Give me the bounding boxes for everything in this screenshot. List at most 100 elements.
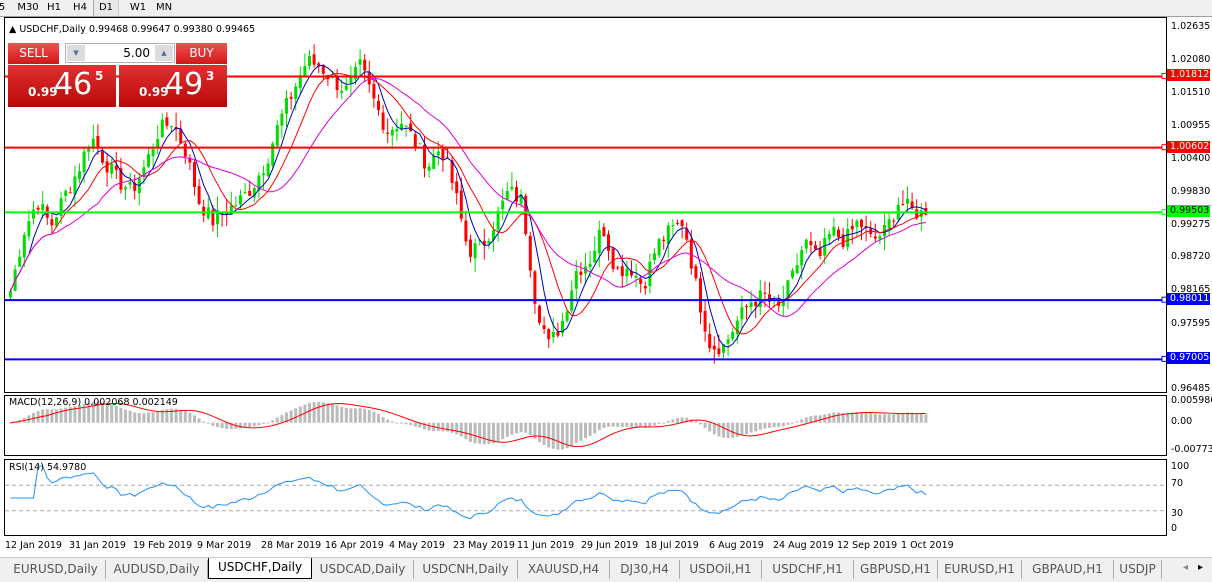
candle (630, 260, 633, 278)
macd-histogram-bar (179, 409, 183, 423)
volume-value[interactable]: 5.00 (123, 46, 150, 60)
macd-histogram-bar (666, 420, 670, 423)
macd-histogram-bar (570, 422, 574, 447)
candle (887, 212, 891, 236)
candle (653, 248, 656, 265)
macd-histogram-bar (561, 422, 564, 450)
buy-button[interactable]: BUY (176, 43, 227, 64)
level-handle[interactable] (1161, 144, 1167, 151)
buy-quote[interactable]: 0.99 49 3 (119, 65, 227, 107)
macd-tick: 0.005986 (1171, 395, 1212, 406)
candle (579, 262, 583, 284)
timeframe-d1[interactable]: D1 (93, 0, 119, 16)
macd-histogram-bar (883, 414, 886, 423)
macd-histogram-bar (772, 422, 776, 428)
candle (740, 295, 744, 331)
macd-histogram-bar (501, 422, 505, 440)
macd-histogram-bar (289, 410, 293, 423)
macd-histogram-bar (579, 422, 583, 441)
level-handle[interactable] (1161, 72, 1167, 79)
tab-audusd-daily[interactable]: AUDUSD,Daily (106, 560, 208, 579)
candle (27, 210, 31, 241)
volume-down-icon[interactable]: ▼ (67, 45, 85, 61)
macd-histogram-bar (680, 417, 684, 423)
macd-histogram-bar (248, 422, 252, 428)
candle (418, 143, 422, 145)
candle (73, 165, 77, 208)
price-tick: 1.00955 (1171, 119, 1211, 131)
volume-field[interactable]: ▼ 5.00 ▲ (65, 43, 175, 63)
volume-up-icon[interactable]: ▲ (155, 45, 173, 61)
tab-usdcnh-daily[interactable]: USDCNH,Daily (414, 560, 518, 579)
candle (482, 228, 486, 260)
macd-histogram-bar (735, 422, 739, 437)
timeframe-h1[interactable]: H1 (47, 2, 61, 13)
candle (312, 44, 316, 68)
macd-histogram-bar (298, 406, 302, 423)
tab-eurusd-h1[interactable]: EURUSD,H1 (938, 560, 1022, 579)
candle (257, 171, 261, 199)
tab-eurusd-daily[interactable]: EURUSD,Daily (6, 560, 106, 579)
macd-histogram-bar (174, 408, 178, 423)
macd-histogram-bar (188, 412, 192, 423)
rsi-panel[interactable] (4, 459, 1167, 536)
macd-histogram-bar (64, 407, 68, 423)
timeframe-w1[interactable]: W1 (129, 2, 147, 13)
candle (188, 154, 192, 171)
macd-histogram-bar (170, 408, 173, 423)
timeframe-mn[interactable]: MN (155, 2, 173, 13)
macd-histogram-bar (800, 419, 804, 423)
candle (510, 172, 514, 192)
candle (446, 147, 449, 159)
macd-histogram-bar (142, 413, 146, 423)
candle (45, 204, 49, 225)
candle (124, 185, 127, 200)
macd-histogram-bar (271, 420, 275, 423)
candle (78, 163, 81, 184)
tab-usdchf-h1[interactable]: USDCHF,H1 (762, 560, 854, 579)
level-handle[interactable] (1161, 355, 1167, 362)
macd-histogram-bar (372, 412, 376, 423)
timeframe-h4[interactable]: H4 (73, 2, 87, 13)
macd-histogram-bar (206, 422, 210, 424)
macd-histogram-bar (850, 412, 854, 423)
tab-xauusd-h4[interactable]: XAUUSD,H4 (518, 560, 610, 579)
candle (841, 227, 845, 250)
sell-button[interactable]: SELL (8, 43, 59, 64)
candle (372, 78, 376, 108)
macd-histogram-bar (193, 415, 196, 423)
date-tick: 16 Apr 2019 (325, 540, 384, 551)
tab-usdchf-daily[interactable]: USDCHF,Daily (208, 558, 312, 579)
tab-scroll-right-icon[interactable]: ▸ (1198, 562, 1204, 573)
tab-dj30-h4[interactable]: DJ30,H4 (610, 560, 680, 579)
candle (285, 90, 288, 127)
macd-histogram-bar (312, 402, 316, 423)
tab-usdjp[interactable]: USDJP (1114, 560, 1162, 579)
candle (105, 152, 109, 187)
candle (657, 237, 661, 259)
date-tick: 12 Jan 2019 (5, 540, 62, 551)
tab-gbpusd-h1[interactable]: GBPUSD,H1 (854, 560, 938, 579)
timeframe-5[interactable]: 5 (0, 2, 6, 13)
date-tick: 28 Mar 2019 (261, 540, 322, 551)
macd-histogram-bar (349, 408, 353, 423)
timeframe-m30[interactable]: M30 (17, 2, 39, 13)
level-handle[interactable] (1161, 296, 1167, 303)
macd-histogram-bar (363, 408, 367, 423)
tab-gbpaud-h1[interactable]: GBPAUD,H1 (1022, 560, 1114, 579)
sell-quote[interactable]: 0.99 46 5 (8, 65, 116, 107)
macd-panel[interactable] (4, 395, 1167, 456)
macd-histogram-bar (50, 409, 54, 423)
macd-histogram-bar (317, 401, 321, 423)
tab-scroll-left-icon[interactable]: ◂ (1183, 562, 1189, 573)
tab-usdcad-daily[interactable]: USDCAD,Daily (312, 560, 414, 579)
tab-usdoil-h1[interactable]: USDOil,H1 (680, 560, 762, 579)
date-tick: 12 Sep 2019 (837, 540, 898, 551)
macd-tick: -0.007737 (1171, 444, 1212, 455)
macd-histogram-bar (818, 415, 822, 423)
macd-histogram-bar (197, 418, 201, 423)
candle (745, 304, 748, 320)
candle (22, 232, 26, 268)
candle (639, 275, 643, 293)
level-handle[interactable] (1161, 208, 1167, 215)
